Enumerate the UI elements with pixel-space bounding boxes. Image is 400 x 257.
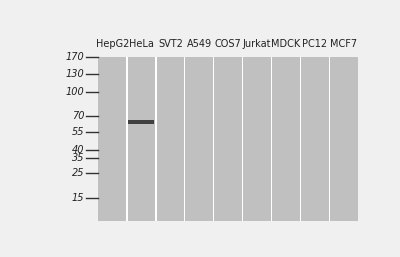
Text: A549: A549 [187,39,212,49]
Bar [300,57,301,221]
Text: 100: 100 [65,87,84,97]
Bar [126,57,128,221]
Text: 70: 70 [72,111,84,121]
Bar [271,57,272,221]
Text: 25: 25 [72,168,84,178]
Text: 15: 15 [72,193,84,203]
Bar [213,57,214,221]
Bar [242,57,243,221]
Bar [128,120,154,124]
Text: 170: 170 [65,52,84,62]
Text: 130: 130 [65,69,84,79]
Text: MCF7: MCF7 [330,39,358,49]
Bar [98,57,358,221]
Text: Jurkat: Jurkat [243,39,272,49]
Bar [329,57,330,221]
Bar [184,57,186,221]
Text: 40: 40 [72,145,84,154]
Text: PC12: PC12 [302,39,328,49]
Text: HepG2: HepG2 [96,39,129,49]
Text: HeLa: HeLa [129,39,154,49]
Text: SVT2: SVT2 [158,39,183,49]
Text: MDCK: MDCK [272,39,301,49]
Text: 55: 55 [72,127,84,137]
Bar [155,57,156,221]
Text: COS7: COS7 [215,39,242,49]
Text: 35: 35 [72,153,84,163]
